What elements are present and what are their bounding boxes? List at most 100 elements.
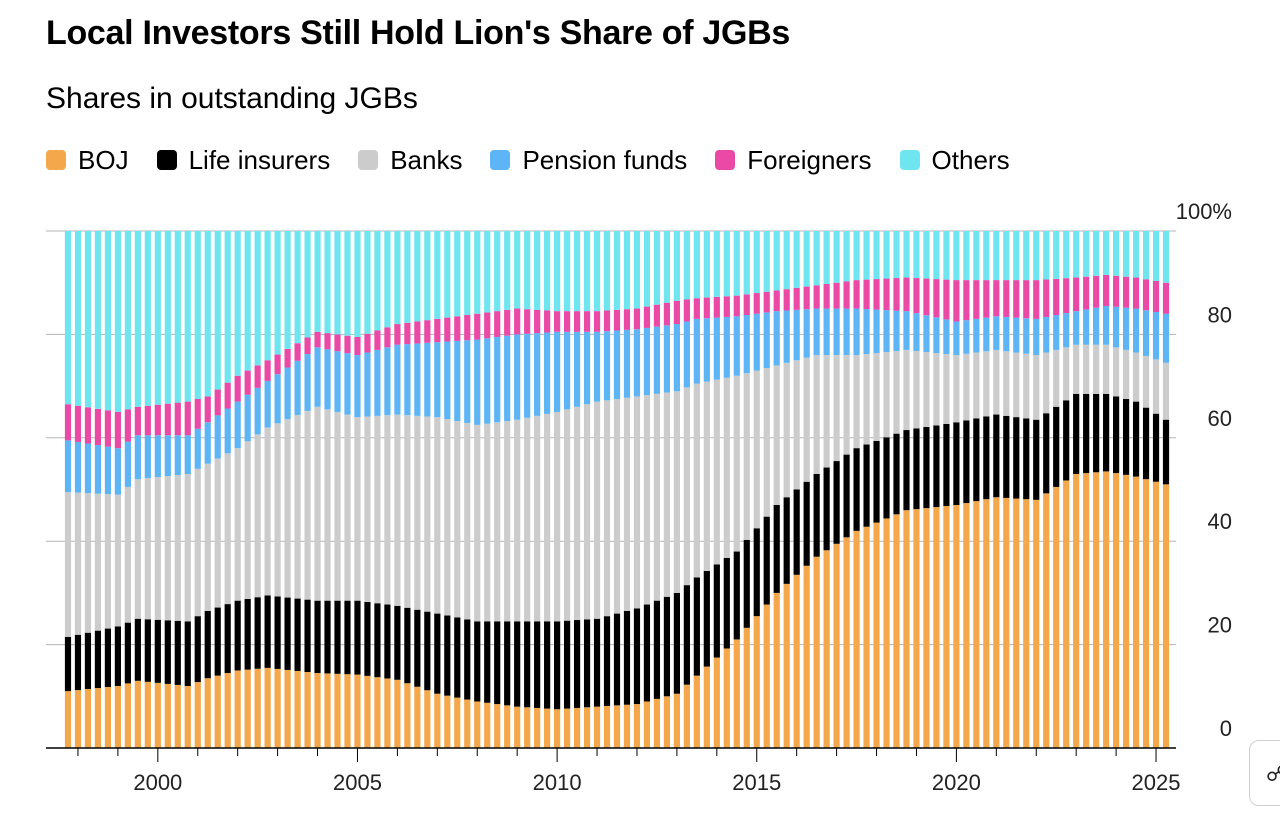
bar-segment-boj [593, 706, 601, 748]
y-tick-label: 80 [1208, 302, 1232, 327]
bar-segment-boj [673, 693, 680, 748]
bar-segment-life-insurers [913, 428, 920, 510]
bar-segment-boj [154, 682, 161, 748]
legend-item-banks[interactable]: Banks [358, 145, 462, 176]
bar-segment-pension-funds [883, 310, 890, 352]
bar-segment-foreigners [863, 279, 870, 310]
bar-segment-others [64, 231, 72, 405]
bar-segment-life-insurers [524, 621, 531, 708]
bar-segment-life-insurers [1003, 415, 1010, 498]
bar-segment-pension-funds [264, 380, 271, 428]
bar-segment-life-insurers [344, 600, 351, 675]
bar-segment-life-insurers [603, 616, 611, 706]
bar-segment-boj [64, 691, 72, 748]
bar-segment-others [214, 231, 221, 390]
bar-segment-others [364, 231, 371, 334]
bar-segment-others [474, 231, 481, 314]
bar-segment-life-insurers [713, 564, 720, 658]
bar-segment-banks [563, 409, 571, 621]
bar-segment-foreigners [993, 280, 1000, 317]
bar-segment-life-insurers [174, 620, 181, 685]
bar-segment-foreigners [723, 296, 730, 317]
bar-segment-others [264, 231, 271, 361]
bar-segment-boj [1162, 484, 1170, 748]
bar-segment-pension-funds [444, 341, 451, 420]
bar-segment-foreigners [314, 331, 321, 348]
legend-item-pension-funds[interactable]: Pension funds [490, 145, 687, 176]
y-tick-label: 60 [1208, 406, 1232, 431]
bar-segment-boj [214, 675, 221, 748]
bar-segment-pension-funds [693, 318, 700, 384]
bar-segment-life-insurers [94, 630, 102, 689]
bar-segment-boj [813, 556, 820, 748]
bar-segment-pension-funds [234, 401, 241, 449]
bar-segment-banks [554, 411, 561, 622]
bar-segment-banks [613, 399, 621, 614]
bar-segment-foreigners [1132, 277, 1140, 309]
bar-segment-banks [524, 417, 531, 622]
bar-segment-life-insurers [264, 595, 271, 668]
bar-segment-others [464, 231, 471, 316]
bar-segment-others [414, 231, 421, 322]
legend-swatch-foreigners [715, 150, 736, 170]
bar-segment-others [1083, 231, 1090, 277]
bar-segment-life-insurers [1162, 419, 1170, 485]
bar-segment-boj [933, 507, 940, 748]
axes: 0 20 40 60 80 100% 2000 2005 2010 2015 2020 2025 [46, 199, 1232, 795]
bar-segment-pension-funds [583, 331, 591, 405]
bar-segment-others [1113, 231, 1120, 276]
embed-button[interactable]: ☍ [1249, 740, 1280, 806]
bar-segment-banks [454, 421, 461, 618]
bar-segment-others [673, 231, 680, 301]
bar-segment-banks [274, 423, 281, 597]
legend-item-boj[interactable]: BOJ [46, 145, 129, 176]
bar-segment-boj [144, 681, 151, 748]
bar-segment-life-insurers [134, 618, 141, 681]
bar-segment-foreigners [1073, 277, 1080, 312]
bar-segment-boj [873, 522, 880, 748]
bar-segment-pension-funds [643, 327, 651, 396]
bar-segment-life-insurers [743, 539, 750, 628]
bar-segment-pension-funds [1003, 316, 1010, 352]
legend-label-pension-funds: Pension funds [522, 144, 688, 175]
bar-segment-banks [534, 415, 541, 622]
bar-segment-pension-funds [164, 435, 171, 477]
bar-segment-others [184, 231, 191, 402]
bar-segment-boj [573, 707, 581, 748]
chart-title: Local Investors Still Hold Lion's Share … [46, 14, 791, 52]
bar-segment-banks [943, 354, 950, 424]
bar-segment-boj [434, 693, 441, 748]
bar-segment-boj [94, 688, 102, 748]
bar-segment-life-insurers [384, 604, 391, 679]
bar-segment-pension-funds [933, 317, 940, 354]
bar-segment-pension-funds [593, 331, 601, 402]
bar-segment-others [274, 231, 281, 355]
bar-segment-pension-funds [344, 353, 351, 415]
bar-segment-boj [613, 705, 621, 748]
bar-segment-pension-funds [793, 309, 800, 361]
bar-segment-boj [923, 508, 930, 748]
legend-item-life-insurers[interactable]: Life insurers [156, 145, 330, 176]
bar-segment-life-insurers [683, 585, 690, 685]
bar-segment-life-insurers [773, 505, 780, 593]
legend-item-foreigners[interactable]: Foreigners [715, 145, 872, 176]
bar-segment-life-insurers [424, 611, 431, 691]
bar-segment-banks [773, 365, 780, 506]
legend-item-others[interactable]: Others [899, 145, 1010, 176]
bar-segment-life-insurers [254, 597, 261, 669]
bar-segment-pension-funds [334, 351, 341, 412]
bar-segment-pension-funds [753, 313, 760, 371]
bar-segment-foreigners [633, 308, 641, 330]
bar-segment-pension-funds [474, 339, 481, 425]
bar-segment-others [334, 231, 341, 335]
bar-segment-pension-funds [563, 331, 571, 410]
bar-segment-pension-funds [144, 435, 151, 479]
bar-segment-banks [793, 360, 800, 490]
bar-segment-others [973, 231, 980, 281]
bar-segment-pension-funds [364, 352, 371, 417]
bar-segment-others [663, 231, 671, 303]
bar-segment-boj [404, 683, 411, 748]
bar-segment-life-insurers [693, 577, 700, 676]
bar-segment-banks [154, 477, 161, 620]
bar-segment-life-insurers [953, 422, 960, 506]
